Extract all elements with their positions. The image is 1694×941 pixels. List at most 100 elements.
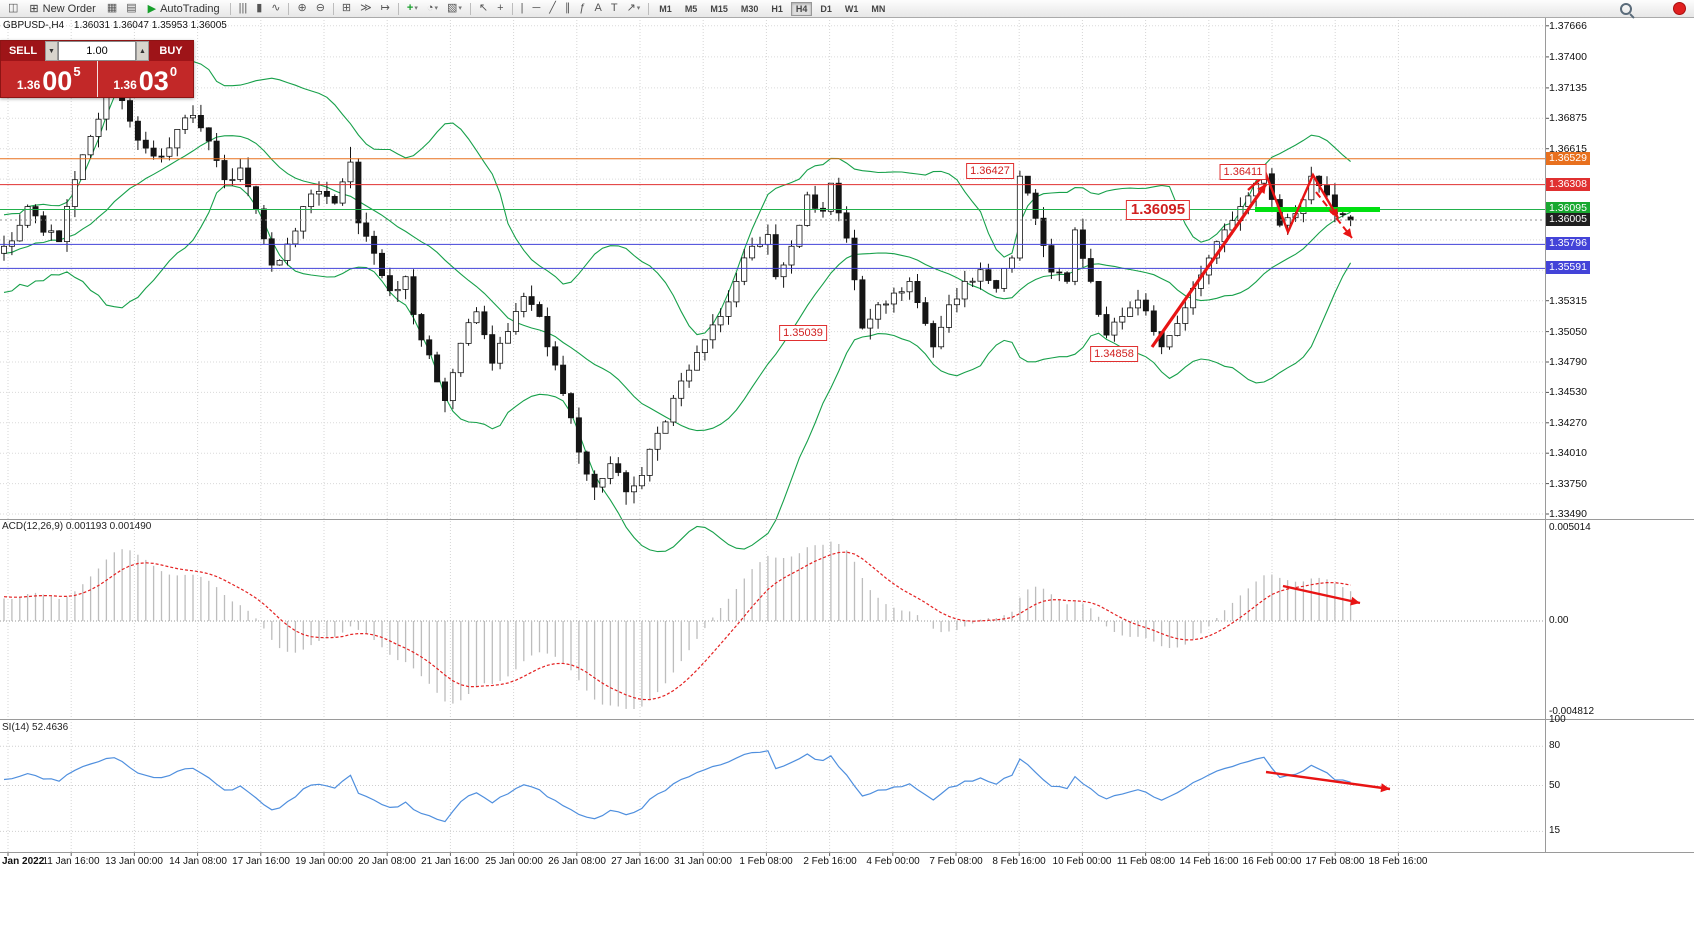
arrows-icon[interactable]: ↗ ▾	[623, 1, 645, 17]
dropdown-caret-icon: ▾	[434, 5, 438, 12]
timeframe-m1[interactable]: M1	[659, 3, 672, 14]
dropdown-caret-icon: ▾	[414, 5, 418, 12]
price-annotation[interactable]: 1.36095	[1125, 200, 1191, 220]
time-axis-label: 14 Feb 16:00	[1179, 856, 1239, 867]
indicators-icon[interactable]: + ▾	[403, 1, 422, 17]
timeframe-m15[interactable]: M15	[710, 3, 728, 14]
timeframe-mn[interactable]: MN	[871, 3, 886, 14]
time-axis-label: 13 Jan 00:00	[105, 856, 163, 867]
time-axis-label: 16 Feb 00:00	[1242, 856, 1302, 867]
timeframe-h1[interactable]: H1	[771, 3, 783, 14]
toolbar-separator	[288, 2, 290, 15]
line-chart-icon[interactable]: ∿	[267, 1, 284, 17]
periods-icon-glyph: ◔	[426, 2, 434, 14]
equidistant-channel-icon[interactable]: ∥	[561, 1, 575, 17]
macd-label: ACD(12,26,9) 0.001193 0.001490	[2, 521, 152, 532]
price-annotation[interactable]: 1.34858	[1090, 346, 1138, 362]
autotrading-button-icon: ▶	[147, 3, 157, 15]
buy-price-big: 03	[138, 66, 169, 97]
time-axis-label: 18 Feb 16:00	[1368, 856, 1428, 867]
price-axis-label: 1.37666	[1549, 20, 1587, 32]
search-icon[interactable]	[1620, 2, 1632, 15]
timeframe-h4[interactable]: H4	[790, 1, 813, 16]
tile-windows-icon[interactable]: ⊞	[338, 1, 355, 17]
zoom-out-icon[interactable]: ⊖	[312, 1, 329, 17]
time-axis-label: 19 Jan 00:00	[295, 856, 353, 867]
vertical-line-icon-glyph: |	[520, 2, 524, 14]
timeframe-m5[interactable]: M5	[684, 3, 698, 14]
volume-input[interactable]	[58, 41, 136, 61]
price-axis-label: 1.34270	[1549, 417, 1587, 429]
time-axis-label: 2 Feb 16:00	[803, 856, 857, 867]
toolbar-separator	[511, 2, 513, 15]
timeframe-w1[interactable]: W1	[844, 3, 859, 14]
horizontal-line-icon[interactable]: ─	[528, 1, 544, 17]
new-chart-icon[interactable]: ◫	[4, 1, 22, 17]
line-price-label: 1.36308	[1546, 178, 1590, 191]
line-price-label: 1.35591	[1546, 261, 1590, 274]
text-label-icon[interactable]: T	[607, 1, 622, 17]
time-axis-label: 27 Jan 16:00	[611, 856, 669, 867]
sell-price-prefix: 1.36	[16, 78, 41, 92]
crosshair-icon-glyph: +	[497, 2, 504, 14]
price-annotation[interactable]: 1.35039	[779, 325, 827, 341]
price-divider	[96, 61, 98, 97]
new-order-button[interactable]: ⊞ New Order	[23, 1, 101, 17]
time-axis-label: 1 Feb 08:00	[739, 856, 793, 867]
vertical-line-icon[interactable]: |	[517, 1, 528, 17]
text-icon[interactable]: A	[590, 1, 605, 17]
current-price-label: 1.36005	[1546, 213, 1590, 226]
time-axis-label: 4 Feb 00:00	[866, 856, 920, 867]
profiles-icon[interactable]: ▤	[122, 1, 140, 17]
macd-axis-max: 0.005014	[1549, 522, 1591, 533]
toolbar-separator	[332, 2, 334, 15]
autotrading-button-label: AutoTrading	[160, 2, 220, 15]
buy-price[interactable]: 1.36 03 0	[98, 61, 194, 97]
zoom-out-icon-glyph: ⊖	[315, 2, 325, 14]
text-label-icon-glyph: T	[610, 2, 618, 14]
auto-scroll-icon-glyph: ≫	[360, 2, 372, 14]
volume-increase-button[interactable]: ▲	[136, 41, 149, 61]
chart-symbol-ohlc: GBPUSD-,H4 1.36031 1.36047 1.35953 1.360…	[3, 20, 227, 31]
buy-button[interactable]: BUY	[149, 41, 193, 61]
cursor-icon[interactable]: ↖	[475, 1, 492, 17]
tile-windows-icon-glyph: ⊞	[341, 2, 352, 14]
toolbar: ◫ ⊞ New Order ▦ ▤ ▶ AutoTrading ||| ▮ ∿ ⊕ ⊖ ⊞ ≫ ↦ + ▾ ◔ ▾ ▧…	[0, 0, 1694, 18]
cursor-icon-glyph: ↖	[478, 2, 489, 14]
trendline-icon[interactable]: ╱	[545, 1, 560, 17]
candlestick-chart-icon-glyph: ▮	[256, 2, 263, 14]
line-price-label: 1.35796	[1546, 237, 1590, 250]
price-axis-label: 1.34010	[1549, 447, 1587, 459]
rsi-axis-label: 50	[1549, 780, 1561, 791]
notification-badge	[1673, 2, 1686, 15]
horizontal-line-icon-glyph: ─	[532, 2, 541, 14]
periods-icon[interactable]: ◔ ▾	[423, 1, 442, 17]
ohlc-values: 1.36031 1.36047 1.35953 1.36005	[73, 20, 227, 31]
price-axis-label: 1.37400	[1549, 51, 1587, 63]
time-axis-label: 7 Feb 08:00	[929, 856, 983, 867]
macd-axis-min: -0.004812	[1549, 706, 1595, 717]
price-annotation[interactable]: 1.36411	[1219, 164, 1267, 180]
auto-scroll-icon[interactable]: ≫	[356, 1, 376, 17]
timeframe-d1[interactable]: D1	[820, 3, 832, 14]
bar-chart-icon[interactable]: |||	[235, 1, 252, 17]
volume-decrease-button[interactable]: ▼	[45, 41, 58, 61]
autotrading-button[interactable]: ▶ AutoTrading	[142, 1, 226, 17]
charts-icon[interactable]: ▦	[103, 1, 121, 17]
text-icon-glyph: A	[594, 2, 602, 14]
sell-price[interactable]: 1.36 00 5	[1, 61, 97, 97]
one-click-trading-panel: SELL ▼ ▲ BUY 1.36 00 5 1.36 03 0	[0, 40, 194, 98]
price-annotation[interactable]: 1.36427	[966, 163, 1014, 179]
sell-button[interactable]: SELL	[1, 41, 45, 61]
templates-icon[interactable]: ▧ ▾	[443, 1, 466, 17]
timeframe-m30[interactable]: M30	[740, 3, 759, 14]
candlestick-chart-icon[interactable]: ▮	[252, 1, 266, 17]
chart-shift-icon[interactable]: ↦	[377, 1, 394, 17]
zoom-in-icon[interactable]: ⊕	[293, 1, 310, 17]
time-axis-label: 25 Jan 00:00	[485, 856, 543, 867]
crosshair-icon[interactable]: +	[493, 1, 507, 17]
time-axis-label: 17 Feb 08:00	[1305, 856, 1365, 867]
fibonacci-icon[interactable]: ƒ	[575, 1, 589, 17]
